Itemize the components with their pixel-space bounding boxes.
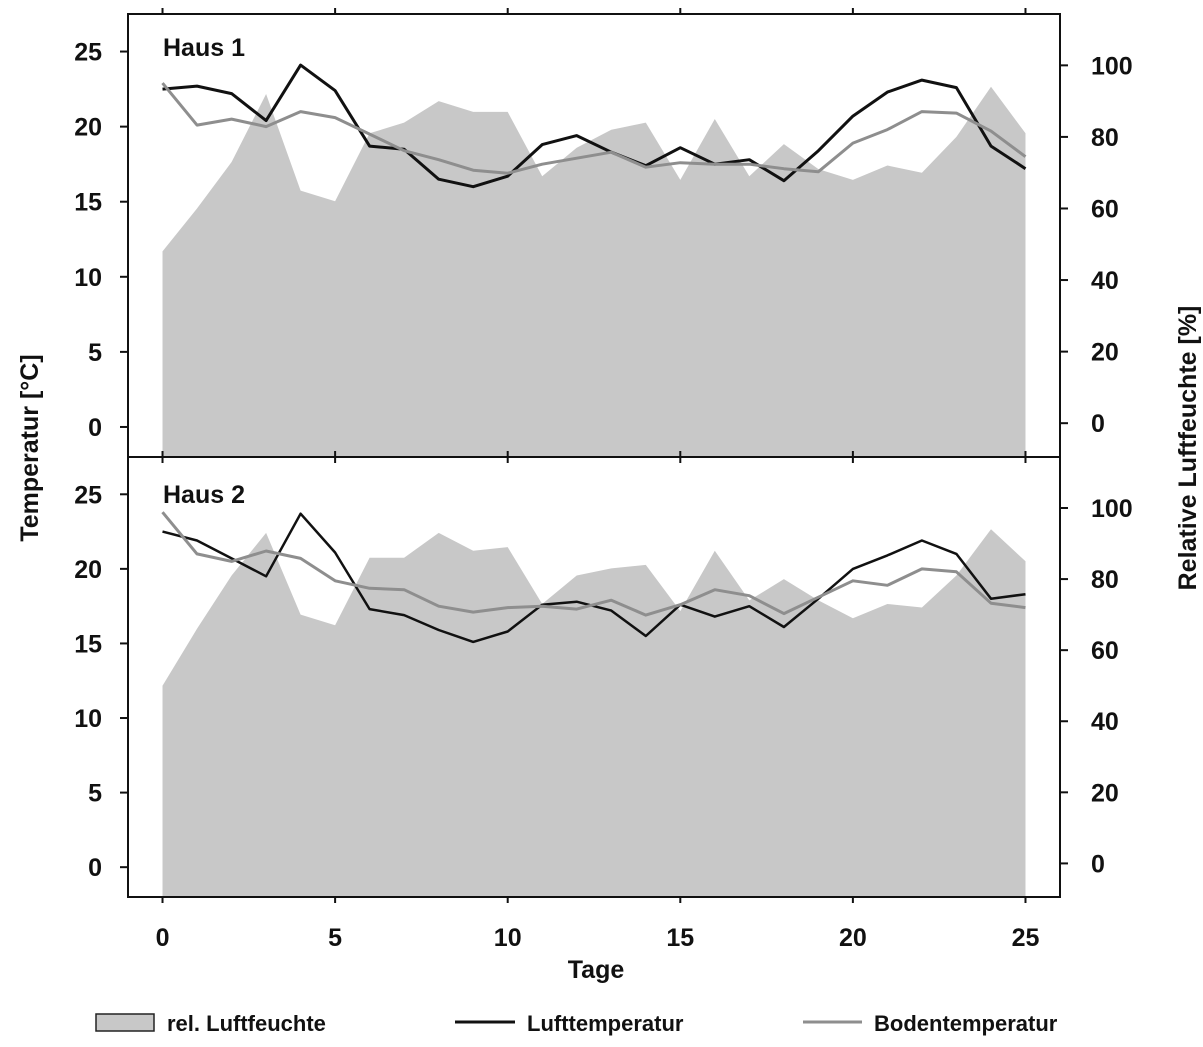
y-right-tick-label: 40: [1091, 267, 1119, 295]
x-tick-label: 5: [328, 924, 342, 952]
y-left-tick-label: 20: [74, 114, 102, 142]
panel-title-haus-2: Haus 2: [163, 481, 245, 509]
panel-haus-2: 0 5 10 15 20 25 0 20 40 60 80 100 Haus 2: [74, 451, 1133, 903]
y-left-tick-label: 5: [88, 780, 102, 808]
y-right-tick-label: 0: [1091, 850, 1105, 878]
x-tick-label: 20: [839, 924, 867, 952]
y-right-tick-label: 20: [1091, 779, 1119, 807]
y-right-tick-label: 100: [1091, 495, 1133, 523]
panel-haus-1: 0 5 10 15 20 25 0 20 40 60 80 100 Haus 1: [74, 8, 1133, 463]
humidity-area: [162, 86, 1026, 458]
legend-label-humidity: rel. Luftfeuchte: [167, 1011, 326, 1036]
legend-swatch-humidity: [95, 1013, 155, 1032]
x-tick-label: 0: [156, 924, 170, 952]
x-tick-label: 15: [666, 924, 694, 952]
y-left-tick-label: 5: [88, 339, 102, 367]
legend-label-soil-temperature: Bodentemperatur: [874, 1011, 1058, 1036]
humidity-area-haus-2: [162, 529, 1026, 897]
y-right-tick-label: 60: [1091, 637, 1119, 665]
soil-temperature-line: [161, 82, 1027, 175]
y-left-tick-label: 10: [74, 264, 102, 292]
y-axis-left-title: Temperatur [°C]: [16, 354, 44, 541]
legend-item-humidity: rel. Luftfeuchte: [95, 1011, 326, 1036]
y-right-tick-label: 100: [1091, 52, 1133, 80]
legend-item-soil-temperature: Bodentemperatur: [803, 1011, 1058, 1036]
x-tick-label: 10: [494, 924, 522, 952]
panel-title-haus-1: Haus 1: [163, 34, 245, 62]
y-right-tick-label: 0: [1091, 410, 1105, 438]
legend: rel. Luftfeuchte Lufttemperatur Bodentem…: [95, 1011, 1058, 1036]
x-tick-label: 25: [1012, 924, 1040, 952]
air-temperature-line: [162, 63, 1027, 189]
x-axis: 0 5 10 15 20 25: [156, 924, 1040, 952]
panel-frame-haus-2: [127, 456, 1061, 898]
ticks-haus-2: 0 5 10 15 20 25 0 20 40 60 80 100: [74, 451, 1133, 903]
ticks-haus-1: 0 5 10 15 20 25 0 20 40 60 80 100: [74, 8, 1133, 463]
y-left-tick-label: 15: [74, 630, 102, 658]
y-right-tick-label: 80: [1091, 124, 1119, 152]
legend-label-air-temperature: Lufttemperatur: [527, 1011, 684, 1036]
y-axis-right-title: Relative Luftfeuchte [%]: [1174, 306, 1202, 591]
y-left-tick-label: 10: [74, 705, 102, 733]
soil-temperature-line: [161, 511, 1026, 617]
y-left-tick-label: 20: [74, 556, 102, 584]
y-left-tick-label: 0: [88, 854, 102, 882]
y-right-tick-label: 80: [1091, 566, 1119, 594]
legend-item-air-temperature: Lufttemperatur: [455, 1011, 684, 1036]
y-right-tick-label: 20: [1091, 339, 1119, 367]
temperature-lines-haus-2: [161, 511, 1026, 644]
y-right-tick-label: 60: [1091, 195, 1119, 223]
y-left-tick-label: 25: [74, 481, 102, 509]
humidity-area: [162, 529, 1026, 897]
temperature-lines-haus-1: [161, 63, 1027, 189]
humidity-area-haus-1: [162, 86, 1026, 458]
x-axis-title: Tage: [568, 956, 625, 984]
y-left-tick-label: 15: [74, 189, 102, 217]
y-left-tick-label: 25: [74, 39, 102, 67]
y-right-tick-label: 40: [1091, 708, 1119, 736]
y-left-tick-label: 0: [88, 414, 102, 442]
